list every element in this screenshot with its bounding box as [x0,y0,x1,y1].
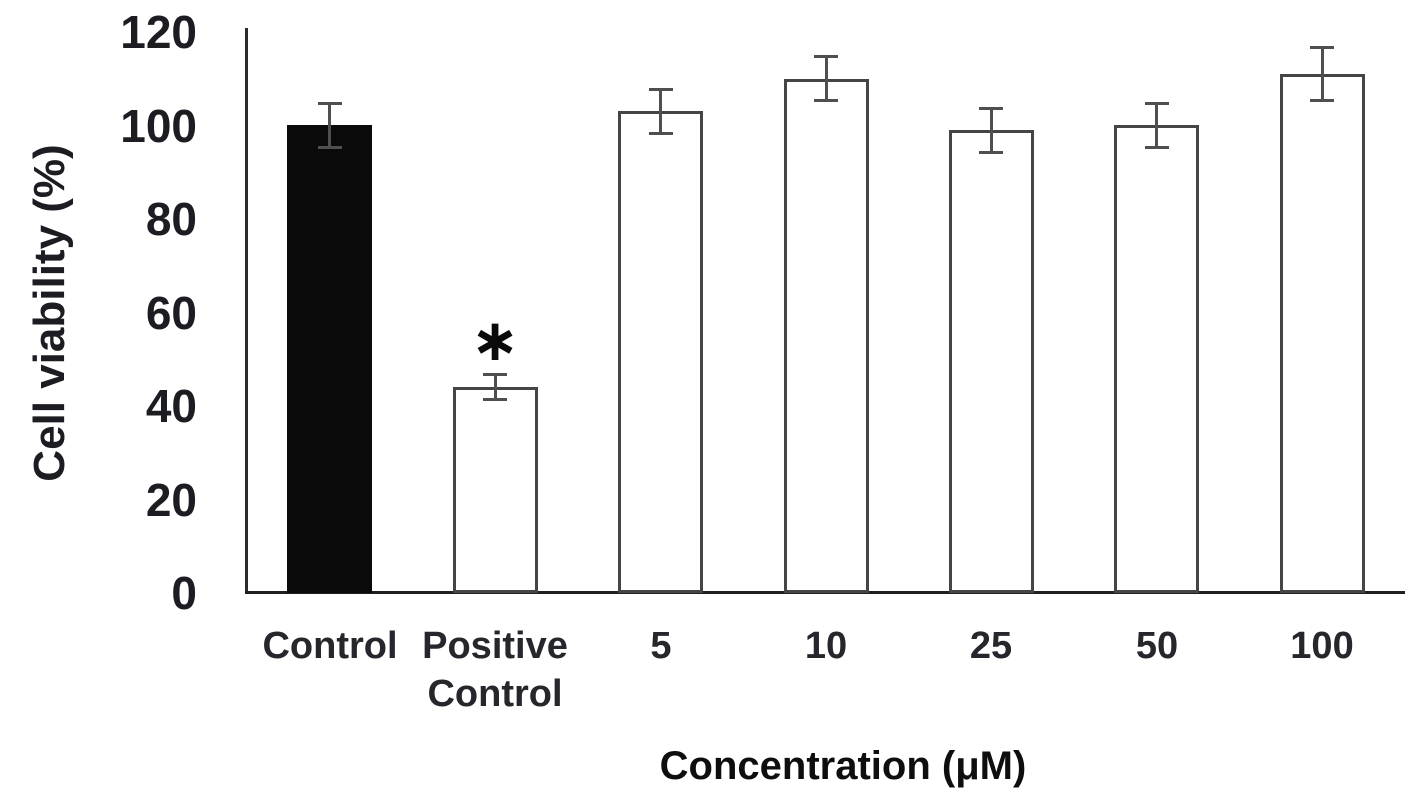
error-cap-top-5 [649,88,673,91]
y-tick-label-0: 0 [171,567,197,619]
x-tick-label-25: 25 [969,625,1013,667]
error-bar-control [328,102,331,149]
error-cap-top-control [318,102,342,105]
x-tick-label-50: 50 [1135,625,1179,667]
error-bar-25 [990,107,993,154]
error-cap-top-positive-control [483,373,507,376]
x-tick-label-100: 100 [1290,625,1354,667]
bar-50 [1114,125,1199,593]
y-tick-label-20: 20 [145,473,197,526]
error-bar-positive-control [494,373,497,401]
error-bar-5 [659,88,662,135]
error-bar-100 [1321,46,1324,102]
bar-5 [618,111,703,593]
y-tick-label-100: 100 [120,99,197,152]
y-tick-label-80: 80 [145,193,197,245]
bar-10 [784,79,869,593]
y-tick-label-60: 60 [145,286,197,339]
error-cap-bottom-positive-control [483,398,507,401]
significance-asterisk: ∗ [470,306,520,374]
error-cap-top-50 [1145,102,1169,105]
x-tick-label-10: 10 [804,625,848,667]
x-axis-title: Concentration (μM) [659,744,1027,788]
bar-25 [949,130,1034,593]
x-tick-label-control: Control [262,625,398,667]
error-cap-bottom-5 [649,132,673,135]
error-cap-bottom-25 [979,151,1003,154]
error-bar-10 [825,55,828,102]
error-cap-bottom-100 [1310,99,1334,102]
error-cap-top-100 [1310,46,1334,49]
error-cap-bottom-10 [814,99,838,102]
error-cap-top-25 [979,107,1003,110]
x-tick-label-positive-control: Positive Control [422,625,568,715]
bar-control [287,125,372,593]
bar-100 [1280,74,1365,593]
y-tick-label-120: 120 [120,6,197,58]
error-cap-bottom-control [318,146,342,149]
y-tick-label-40: 40 [145,380,197,432]
bar-positive-control [453,387,538,593]
error-cap-bottom-50 [1145,146,1169,149]
y-axis-line [245,28,248,593]
error-bar-50 [1155,102,1158,149]
x-tick-label-5: 5 [650,625,672,667]
error-cap-top-10 [814,55,838,58]
